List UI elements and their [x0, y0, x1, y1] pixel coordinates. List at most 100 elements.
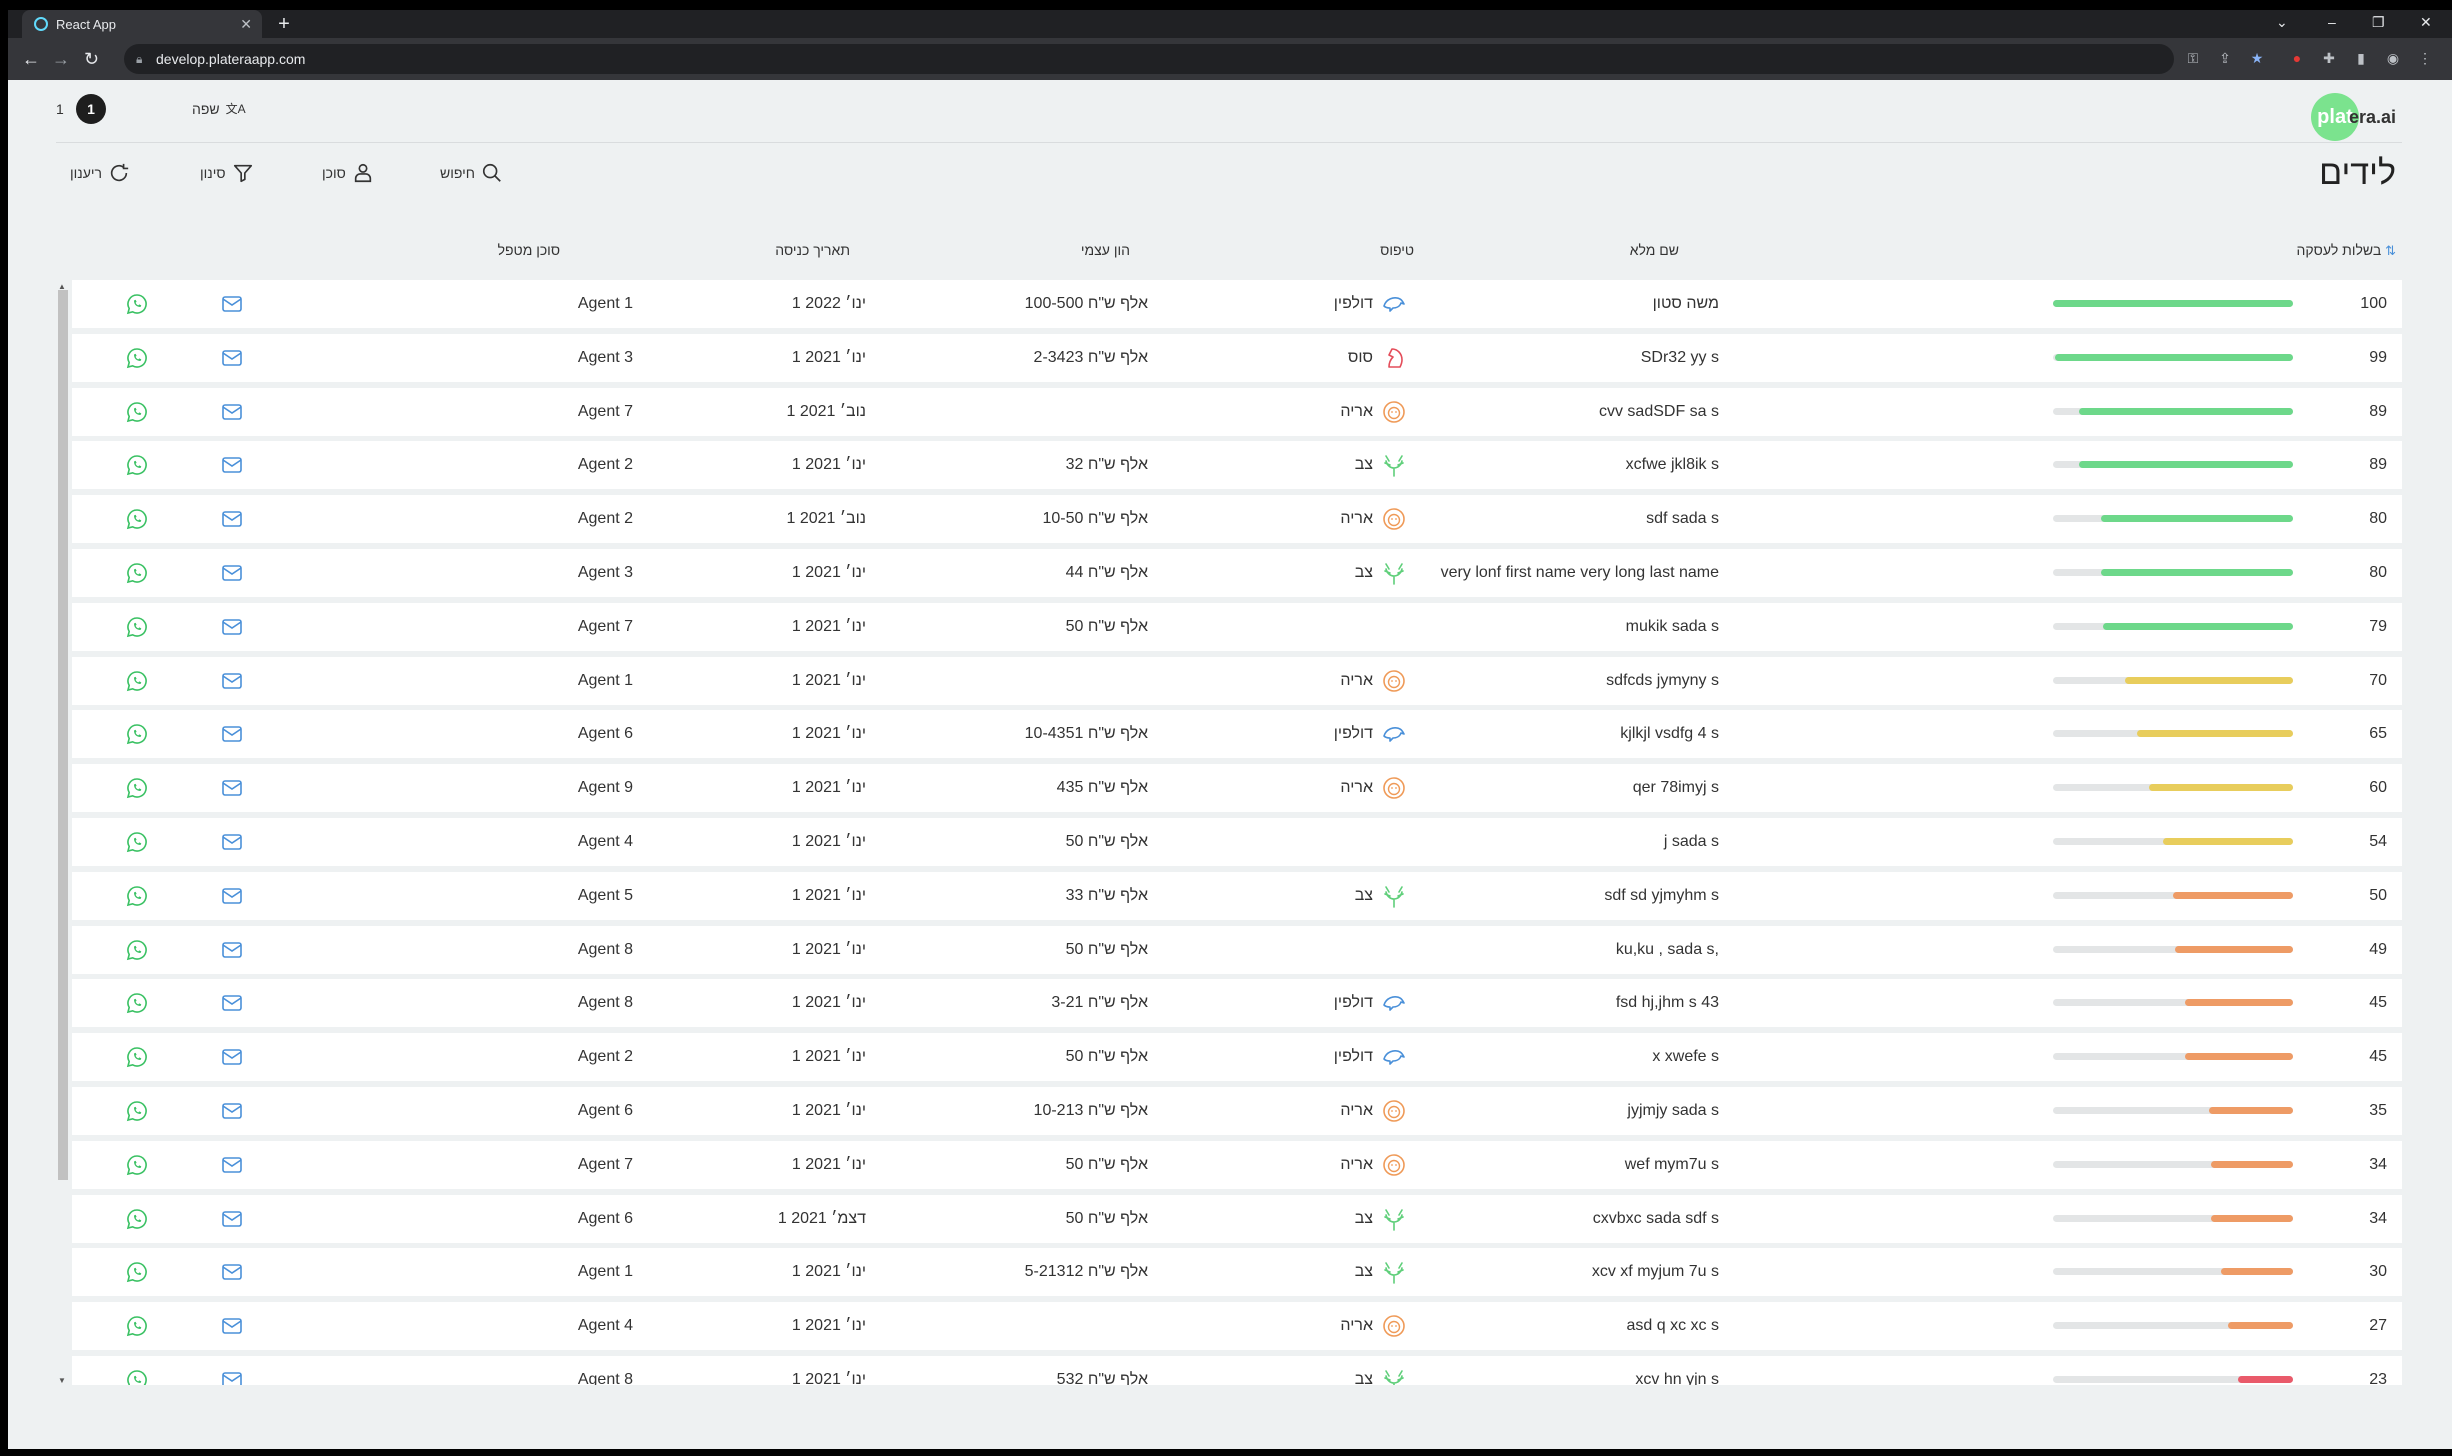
email-icon[interactable]	[220, 818, 246, 866]
language-switcher[interactable]: שפה 文A	[192, 100, 246, 117]
type-label: אריה	[1340, 1156, 1373, 1173]
table-row[interactable]: 54 j sada s 50 אלף ש"ח 1 ינו׳ 2021 Agent…	[72, 818, 2402, 866]
scroll-up-arrow[interactable]: ▲	[58, 282, 66, 291]
notification-badge[interactable]: 1	[76, 94, 106, 124]
table-row[interactable]: 45 fsd hj,jhm s 43 דולפין 3-21 אלף ש"ח 1…	[72, 979, 2402, 1027]
tab-search-icon[interactable]: ⌄	[2276, 14, 2288, 30]
reload-icon[interactable]: ↻	[84, 49, 100, 69]
whatsapp-icon[interactable]	[125, 1248, 151, 1296]
email-icon[interactable]	[220, 1302, 246, 1350]
table-row[interactable]: 60 qer 78imyj s אריה 435 אלף ש"ח 1 ינו׳ …	[72, 764, 2402, 812]
email-icon[interactable]	[220, 388, 246, 436]
table-row[interactable]: 35 jyjmjy sada s אריה 10-213 אלף ש"ח 1 י…	[72, 1087, 2402, 1135]
browser-tab[interactable]: React App ✕	[22, 10, 262, 38]
whatsapp-icon[interactable]	[125, 603, 151, 651]
menu-icon[interactable]: ⋮	[2418, 50, 2432, 66]
table-row[interactable]: 65 kjlkjl vsdfg 4 s דולפין 10-4351 אלף ש…	[72, 710, 2402, 758]
whatsapp-icon[interactable]	[125, 1195, 151, 1243]
email-icon[interactable]	[220, 603, 246, 651]
whatsapp-icon[interactable]	[125, 1302, 151, 1350]
new-tab-button[interactable]: +	[278, 13, 290, 35]
adblock-icon[interactable]: ●	[2292, 50, 2302, 66]
whatsapp-icon[interactable]	[125, 1141, 151, 1189]
agent-name: Agent 6	[577, 725, 633, 742]
maturity-bar-fill	[2228, 1322, 2293, 1329]
restore-icon[interactable]: ❐	[2372, 14, 2385, 30]
whatsapp-icon[interactable]	[125, 979, 151, 1027]
whatsapp-icon[interactable]	[125, 764, 151, 812]
column-header-score[interactable]: בשלות לעסקה ⇅	[2297, 242, 2396, 259]
whatsapp-icon[interactable]	[125, 657, 151, 705]
close-tab-icon[interactable]: ✕	[240, 16, 252, 32]
email-icon[interactable]	[220, 1195, 246, 1243]
minimize-icon[interactable]: –	[2328, 14, 2336, 30]
whatsapp-icon[interactable]	[125, 818, 151, 866]
url-field[interactable]: 🔒︎ develop.plateraapp.com	[124, 44, 2174, 74]
table-row[interactable]: 79 mukik sada s 50 אלף ש"ח 1 ינו׳ 2021 A…	[72, 603, 2402, 651]
email-icon[interactable]	[220, 441, 246, 489]
forward-icon[interactable]: →	[52, 49, 70, 69]
extensions-icon[interactable]: ✚	[2323, 50, 2335, 66]
back-icon[interactable]: ←	[22, 49, 40, 69]
email-icon[interactable]	[220, 495, 246, 543]
whatsapp-icon[interactable]	[125, 549, 151, 597]
email-icon[interactable]	[220, 1141, 246, 1189]
bookmark-star-icon[interactable]: ★	[2250, 50, 2264, 66]
table-row[interactable]: 89 cvv sadSDF sa s אריה 1 נוב׳ 2021 Agen…	[72, 388, 2402, 436]
email-icon[interactable]	[220, 1087, 246, 1135]
key-icon[interactable]: ⚿	[2187, 50, 2199, 66]
table-row[interactable]: 30 xcv xf myjum 7u s צב 5-21312 אלף ש"ח …	[72, 1248, 2402, 1296]
profile-avatar[interactable]: ◉	[2386, 50, 2400, 66]
email-icon[interactable]	[220, 710, 246, 758]
scroll-down-arrow[interactable]: ▼	[58, 1376, 66, 1385]
scrollbar-thumb[interactable]	[58, 290, 68, 1180]
table-row[interactable]: 80 sdf sada s אריה 10-50 אלף ש"ח 1 נוב׳ …	[72, 495, 2402, 543]
table-row[interactable]: 80 very lonf first name very long last n…	[72, 549, 2402, 597]
email-icon[interactable]	[220, 926, 246, 974]
table-row[interactable]: 34 wef mym7u s אריה 50 אלף ש"ח 1 ינו׳ 20…	[72, 1141, 2402, 1189]
close-window-icon[interactable]: ✕	[2420, 14, 2432, 30]
table-row[interactable]: 45 x xwefe s דולפין 50 אלף ש"ח 1 ינו׳ 20…	[72, 1033, 2402, 1081]
agent-button[interactable]: סוכן	[322, 162, 374, 184]
table-row[interactable]: 89 xcfwe jkl8ik s צב 32 אלף ש"ח 1 ינו׳ 2…	[72, 441, 2402, 489]
email-icon[interactable]	[220, 1356, 246, 1385]
email-icon[interactable]	[220, 872, 246, 920]
whatsapp-icon[interactable]	[125, 1356, 151, 1385]
whatsapp-icon[interactable]	[125, 334, 151, 382]
table-row[interactable]: 23 xcv hn yjn s צב 532 אלף ש"ח 1 ינו׳ 20…	[72, 1356, 2402, 1385]
logo-text: era.ai	[2348, 106, 2396, 127]
whatsapp-icon[interactable]	[125, 710, 151, 758]
table-row[interactable]: 100 משה סטון דולפין 100-500 אלף ש"ח 1 ינ…	[72, 280, 2402, 328]
email-icon[interactable]	[220, 280, 246, 328]
table-row[interactable]: 50 sdf sd yjmyhm s צב 33 אלף ש"ח 1 ינו׳ …	[72, 872, 2402, 920]
whatsapp-icon[interactable]	[125, 495, 151, 543]
maturity-bar	[2053, 892, 2293, 899]
whatsapp-icon[interactable]	[125, 1033, 151, 1081]
sort-icon[interactable]: ⇅	[2385, 243, 2396, 258]
table-row[interactable]: 49 ku,ku , sada s, 50 אלף ש"ח 1 ינו׳ 202…	[72, 926, 2402, 974]
side-panel-icon[interactable]: ▮	[2357, 50, 2365, 66]
table-row[interactable]: 99 SDr32 yy s סוס 2-3423 אלף ש"ח 1 ינו׳ …	[72, 334, 2402, 382]
whatsapp-icon[interactable]	[125, 280, 151, 328]
whatsapp-icon[interactable]	[125, 388, 151, 436]
table-row[interactable]: 27 asd q xc xc s אריה 1 ינו׳ 2021 Agent …	[72, 1302, 2402, 1350]
refresh-button[interactable]: ריענון	[70, 162, 130, 184]
maturity-bar-fill	[2137, 730, 2293, 737]
whatsapp-icon[interactable]	[125, 872, 151, 920]
email-icon[interactable]	[220, 764, 246, 812]
table-row[interactable]: 34 cxvbxc sada sdf s צב 50 אלף ש"ח 1 דצמ…	[72, 1195, 2402, 1243]
lead-type: אריה	[1207, 657, 1407, 705]
email-icon[interactable]	[220, 334, 246, 382]
whatsapp-icon[interactable]	[125, 1087, 151, 1135]
email-icon[interactable]	[220, 1033, 246, 1081]
filter-button[interactable]: סינון	[200, 162, 254, 184]
whatsapp-icon[interactable]	[125, 441, 151, 489]
email-icon[interactable]	[220, 657, 246, 705]
email-icon[interactable]	[220, 1248, 246, 1296]
email-icon[interactable]	[220, 979, 246, 1027]
share-icon[interactable]: ⇪	[2219, 50, 2231, 66]
table-row[interactable]: 70 sdfcds jymyny s אריה 1 ינו׳ 2021 Agen…	[72, 657, 2402, 705]
search-button[interactable]: חיפוש	[440, 162, 503, 184]
email-icon[interactable]	[220, 549, 246, 597]
whatsapp-icon[interactable]	[125, 926, 151, 974]
